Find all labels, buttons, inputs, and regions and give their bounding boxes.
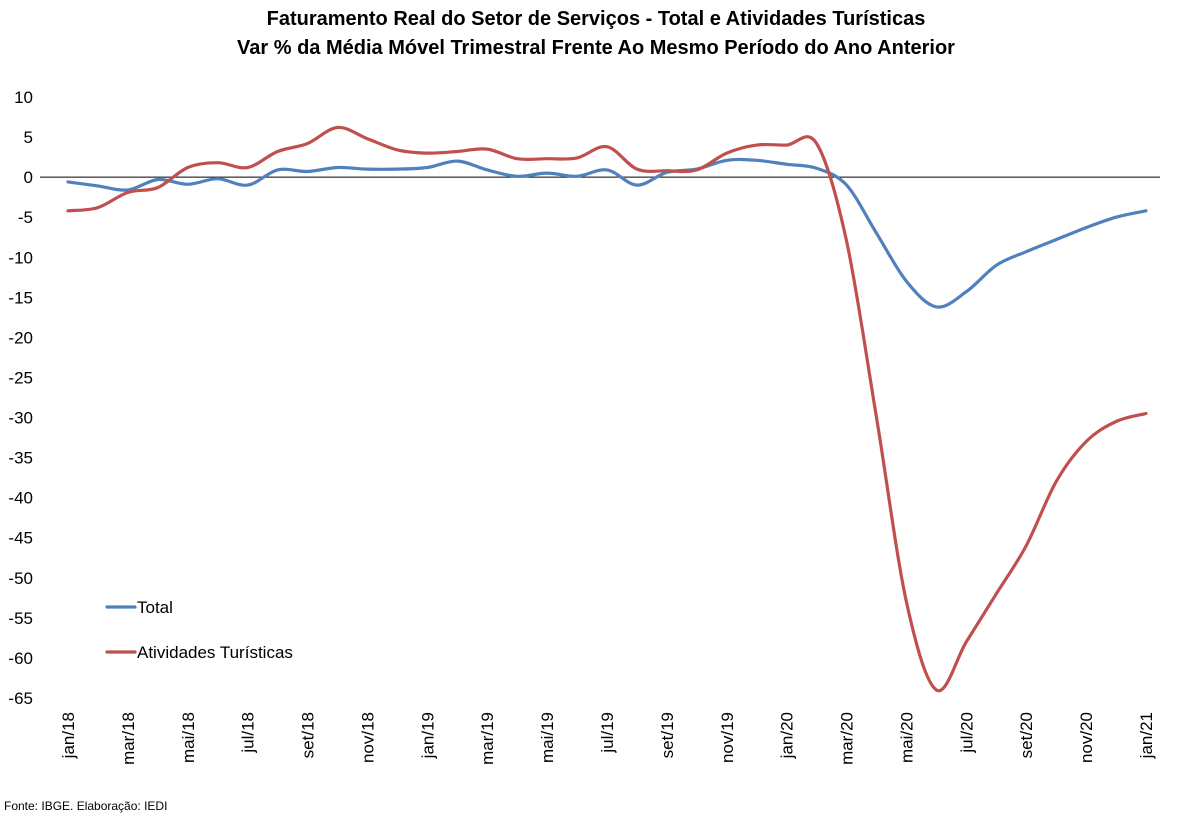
- series-line-atividades-turisticas: [66, 125, 1148, 693]
- y-tick-label: -30: [8, 409, 33, 428]
- x-tick-label: mar/20: [838, 712, 857, 765]
- x-axis: jan/18 mar/18 mai/18 jul/18 set/18 nov/18 jan/…: [40, 176, 1160, 765]
- x-tick-label: jan/20: [778, 712, 797, 759]
- y-axis: 10 5 0 -5 -10 -15 -20 -25 -30 -35 -40 -45 -50 -55 -60 -…: [8, 88, 33, 708]
- x-tick-label: jan/21: [1137, 712, 1156, 759]
- x-tick-label: jul/18: [239, 712, 258, 754]
- x-tick-label: jul/19: [598, 712, 617, 754]
- y-tick-label: -40: [8, 489, 33, 508]
- x-tick-label: mar/18: [119, 712, 138, 765]
- y-tick-label: -35: [8, 449, 33, 468]
- y-tick-label: -55: [8, 609, 33, 628]
- y-tick-label: 5: [24, 128, 33, 147]
- x-tick-label: jul/20: [957, 712, 976, 754]
- chart-title: Faturamento Real do Setor de Serviços - …: [267, 8, 926, 30]
- x-tick-label: nov/20: [1077, 712, 1096, 763]
- source-note: Fonte: IBGE. Elaboração: IEDI: [4, 799, 168, 813]
- series-line-total: [66, 157, 1148, 309]
- y-tick-label: -25: [8, 368, 33, 387]
- x-tick-label: jan/19: [418, 712, 437, 759]
- x-tick-label: set/20: [1017, 712, 1036, 758]
- x-tick-label: nov/19: [718, 712, 737, 763]
- x-tick-label: mai/18: [179, 712, 198, 763]
- x-tick-label: jan/18: [59, 712, 78, 759]
- chart-subtitle: Var % da Média Móvel Trimestral Frente A…: [237, 37, 955, 59]
- y-tick-label: -10: [8, 248, 33, 267]
- x-tick-label: set/19: [658, 712, 677, 758]
- y-tick-label: 10: [14, 88, 33, 107]
- y-tick-label: -65: [8, 689, 33, 708]
- y-tick-label: -15: [8, 288, 33, 307]
- y-tick-label: -50: [8, 569, 33, 588]
- legend-label: Total: [137, 598, 173, 617]
- y-tick-label: -45: [8, 529, 33, 548]
- y-tick-label: -20: [8, 328, 33, 347]
- x-tick-label: set/18: [299, 712, 318, 758]
- legend: Total Atividades Turísticas: [105, 598, 293, 662]
- x-tick-label: mai/19: [538, 712, 557, 763]
- series-lines: [66, 125, 1148, 693]
- x-tick-label: nov/18: [358, 712, 377, 763]
- x-tick-label: mai/20: [897, 712, 916, 763]
- legend-label: Atividades Turísticas: [137, 643, 293, 662]
- x-tick-label: mar/19: [478, 712, 497, 765]
- y-tick-label: -5: [18, 208, 33, 227]
- y-tick-label: 0: [24, 168, 33, 187]
- y-tick-label: -60: [8, 649, 33, 668]
